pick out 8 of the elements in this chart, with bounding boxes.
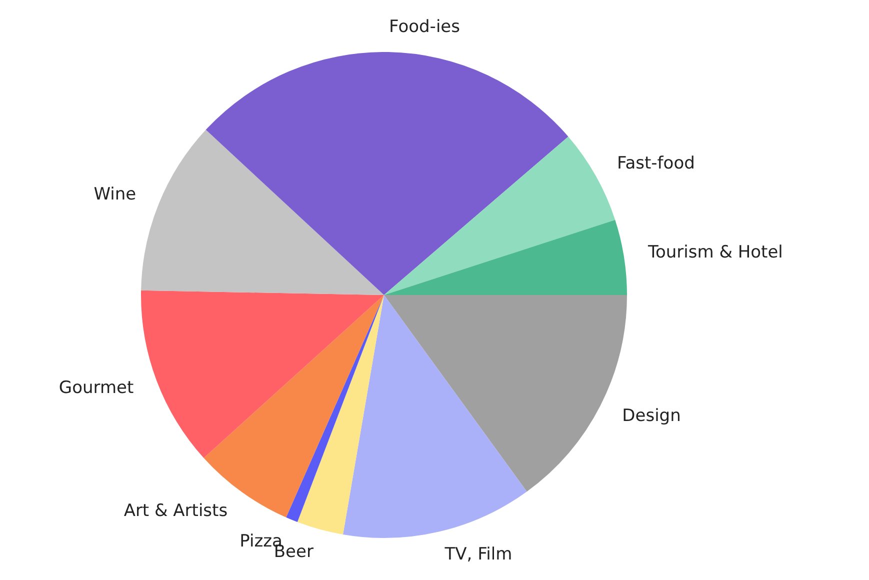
slice-label: Fast-food xyxy=(617,153,695,174)
slice-label: Art & Artists xyxy=(124,501,228,522)
slice-label: Design xyxy=(622,406,681,426)
slice-label: Gourmet xyxy=(58,378,134,398)
slice-label: Tourism & Hotel xyxy=(647,242,783,263)
slice-label: Wine xyxy=(94,184,136,204)
slice-label: TV, Film xyxy=(444,544,512,565)
slice-label: Food-ies xyxy=(389,17,460,38)
